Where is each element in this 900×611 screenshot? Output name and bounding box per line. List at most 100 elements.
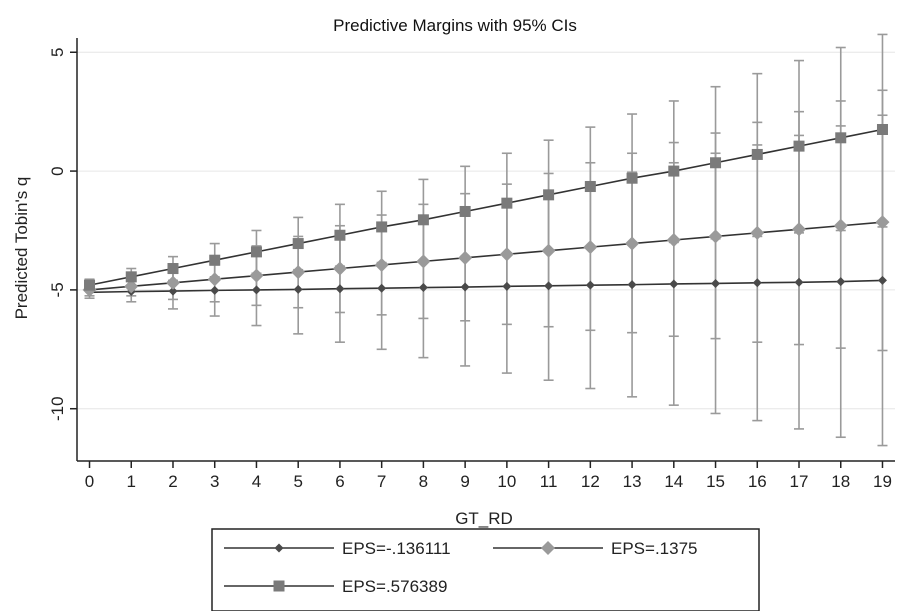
data-point (291, 265, 306, 280)
data-point (541, 243, 556, 258)
x-tick-label: 7 (377, 472, 386, 491)
data-point (125, 271, 137, 283)
data-point (84, 279, 96, 291)
data-point (165, 275, 180, 290)
data-point (836, 277, 846, 287)
data-point (876, 123, 888, 135)
y-tick-label: -10 (48, 396, 67, 421)
series-line (89, 279, 883, 294)
data-point (374, 257, 389, 272)
legend: EPS=-.136111 EPS=.1375 EPS=.576389 (211, 528, 760, 611)
x-tick-label: 14 (664, 472, 683, 491)
legend-marker (273, 580, 285, 592)
x-tick-label: 19 (873, 472, 892, 491)
x-tick-label: 10 (497, 472, 516, 491)
legend-label: EPS=-.136111 (342, 539, 451, 558)
data-point (416, 254, 431, 269)
data-point (793, 140, 805, 152)
data-point (794, 277, 804, 287)
data-point (666, 232, 681, 247)
data-point (250, 246, 262, 258)
data-point (458, 250, 473, 265)
y-axis-label: Predicted Tobin's q (12, 177, 31, 320)
x-tick-label: 15 (706, 472, 725, 491)
x-tick-label: 6 (335, 472, 344, 491)
data-point (626, 172, 638, 184)
series-line (89, 128, 883, 286)
data-point (249, 268, 264, 283)
chart-title: Predictive Margins with 95% CIs (333, 16, 577, 35)
x-tick-label: 11 (540, 472, 558, 491)
x-tick-label: 17 (790, 472, 809, 491)
data-point (292, 238, 304, 250)
data-point (877, 275, 887, 285)
data-point (251, 285, 261, 295)
data-point (417, 214, 429, 226)
x-tick-label: 1 (127, 472, 136, 491)
x-tick-label: 9 (460, 472, 469, 491)
data-point (751, 148, 763, 160)
data-point (835, 132, 847, 144)
x-tick-label: 12 (581, 472, 600, 491)
legend-label: EPS=.1375 (611, 539, 698, 558)
data-point (418, 283, 428, 293)
data-point (335, 284, 345, 294)
x-tick-label: 13 (623, 472, 642, 491)
data-point (543, 189, 555, 201)
data-point (501, 197, 513, 209)
x-tick-label: 5 (293, 472, 302, 491)
series-markers (82, 123, 890, 297)
data-point (544, 281, 554, 291)
x-tick-label: 3 (210, 472, 219, 491)
data-point (750, 225, 765, 240)
data-point (293, 284, 303, 294)
data-point (585, 280, 595, 290)
data-point (459, 205, 471, 217)
data-point (708, 229, 723, 244)
x-tick-label: 16 (748, 472, 767, 491)
series-line (89, 221, 883, 291)
data-point (833, 218, 848, 233)
axes (76, 38, 895, 462)
data-point (207, 272, 222, 287)
data-point (376, 221, 388, 233)
data-point (711, 278, 721, 288)
legend-marker (274, 543, 284, 553)
data-point (377, 283, 387, 293)
data-point (669, 279, 679, 289)
data-point (625, 236, 640, 251)
data-point (792, 222, 807, 237)
data-point (460, 282, 470, 292)
y-tick-label: 0 (48, 166, 67, 175)
axis-ticks: 50-5-100 1 2 3 4 5 6 7 8 9 10 11 12 13 14 15 16 17 18 19 (48, 48, 892, 491)
data-point (627, 280, 637, 290)
legend-label: EPS=.576389 (342, 577, 447, 596)
data-point (209, 254, 221, 266)
data-point (583, 240, 598, 255)
data-point (502, 281, 512, 291)
x-tick-label: 2 (168, 472, 177, 491)
x-axis-label: GT_RD (455, 509, 513, 528)
x-tick-label: 0 (85, 472, 94, 491)
y-tick-label: -5 (48, 282, 67, 297)
data-point (167, 263, 179, 275)
series-lines (89, 128, 883, 294)
data-point (332, 261, 347, 276)
data-point (210, 285, 220, 295)
data-point (124, 279, 139, 294)
data-point (668, 165, 680, 177)
data-point (499, 247, 514, 262)
y-tick-label: 5 (48, 48, 67, 57)
legend-marker (541, 541, 555, 555)
data-point (752, 278, 762, 288)
data-point (875, 215, 890, 230)
data-point (710, 157, 722, 169)
data-point (334, 229, 346, 241)
x-tick-label: 4 (252, 472, 261, 491)
data-point (584, 181, 596, 193)
data-point (168, 286, 178, 296)
x-tick-label: 8 (419, 472, 428, 491)
legend-box (211, 528, 760, 611)
